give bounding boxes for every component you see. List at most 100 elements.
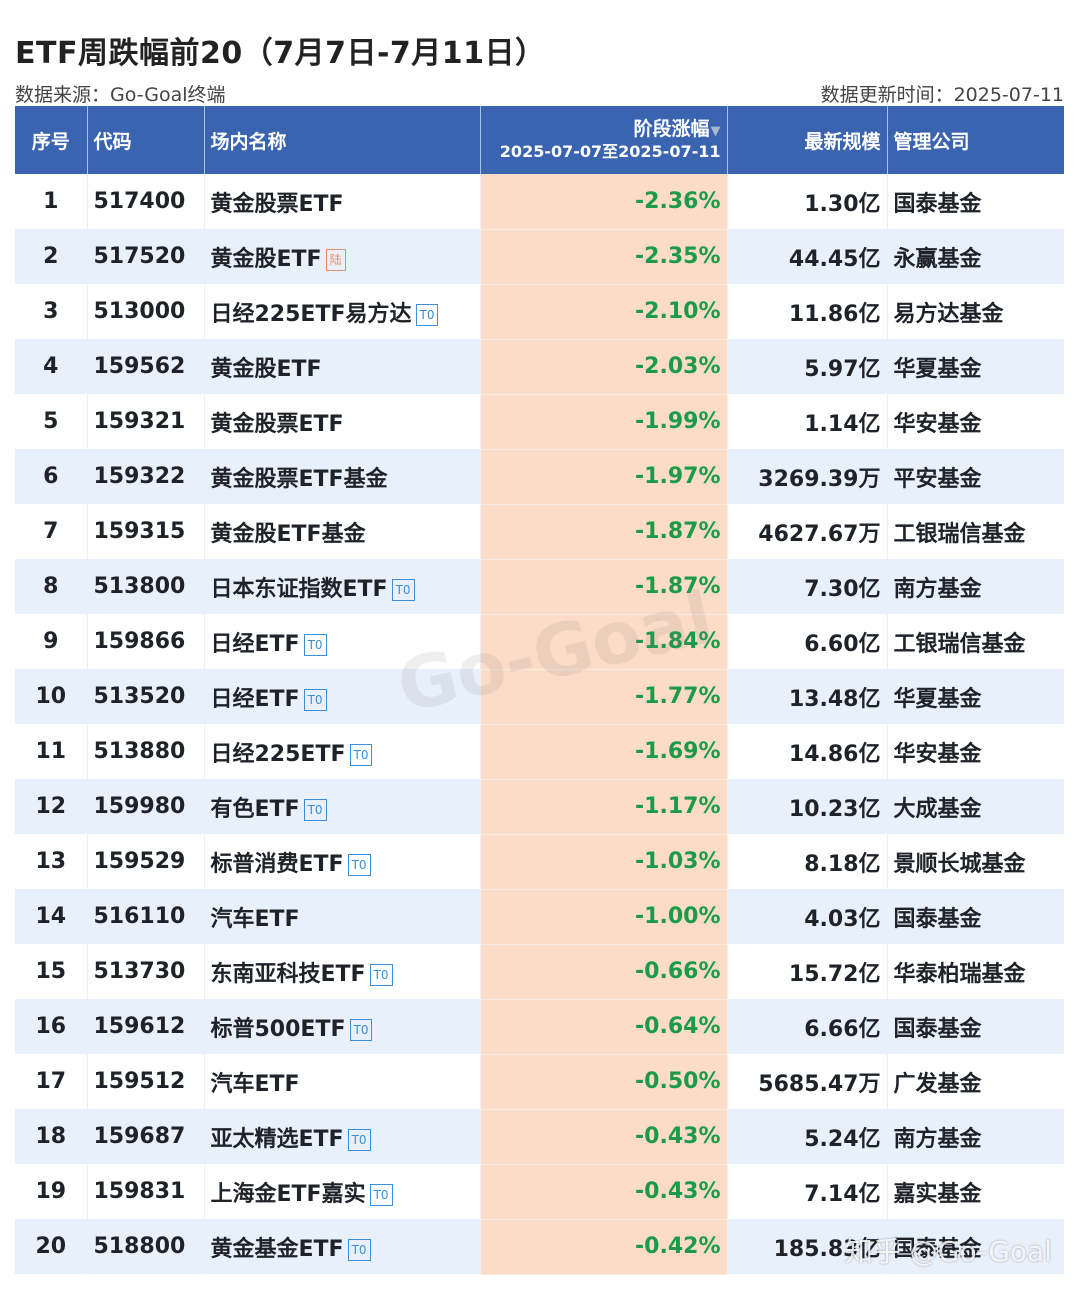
row-change: -1.87% bbox=[480, 559, 728, 615]
t0-badge: T0 bbox=[303, 633, 327, 656]
table-row[interactable]: 5 159321 黄金股票ETF -1.99% 1.14亿 华安基金 bbox=[15, 394, 1064, 450]
row-manager: 工银瑞信基金 bbox=[887, 614, 1064, 669]
table-row[interactable]: 20 518800 黄金基金ETF T0 -0.42% 185.83亿 国泰基金 bbox=[15, 1219, 1064, 1275]
row-index: 12 bbox=[15, 779, 88, 834]
row-scale: 1.14亿 bbox=[727, 394, 888, 449]
row-name-text: 日经ETF bbox=[210, 686, 300, 712]
table-row[interactable]: 16 159612 标普500ETF T0 -0.64% 6.66亿 国泰基金 bbox=[15, 999, 1064, 1055]
row-scale: 5.24亿 bbox=[727, 1109, 888, 1164]
table-row[interactable]: 2 517520 黄金股ETF 陆 -2.35% 44.45亿 永赢基金 bbox=[15, 229, 1064, 285]
t0-badge: T0 bbox=[303, 798, 327, 821]
t0-badge: T0 bbox=[349, 1018, 373, 1041]
t0-badge: T0 bbox=[369, 963, 393, 986]
col-header-change[interactable]: 阶段涨幅▼ 2025-07-07至2025-07-11 bbox=[480, 106, 728, 174]
row-name: 黄金股票ETF bbox=[204, 174, 481, 229]
table-row[interactable]: 17 159512 汽车ETF -0.50% 5685.47万 广发基金 bbox=[15, 1054, 1064, 1110]
row-name: 有色ETF T0 bbox=[204, 779, 481, 834]
row-name-text: 日经225ETF bbox=[210, 741, 346, 767]
row-code: 159831 bbox=[87, 1164, 205, 1219]
table-row[interactable]: 19 159831 上海金ETF嘉实 T0 -0.43% 7.14亿 嘉实基金 bbox=[15, 1164, 1064, 1220]
row-name-text: 黄金股票ETF bbox=[210, 191, 344, 217]
row-name: 标普消费ETF T0 bbox=[204, 834, 481, 889]
row-change: -1.03% bbox=[480, 834, 728, 890]
table-row[interactable]: 1 517400 黄金股票ETF -2.36% 1.30亿 国泰基金 bbox=[15, 174, 1064, 230]
row-name: 汽车ETF bbox=[204, 1054, 481, 1109]
sort-desc-icon[interactable]: ▼ bbox=[710, 124, 721, 140]
row-change: -0.66% bbox=[480, 944, 728, 1000]
row-name-text: 黄金基金ETF bbox=[210, 1236, 344, 1262]
row-name-text: 亚太精选ETF bbox=[210, 1126, 344, 1152]
row-code: 513800 bbox=[87, 559, 205, 614]
row-name: 黄金基金ETF T0 bbox=[204, 1219, 481, 1274]
table-row[interactable]: 11 513880 日经225ETF T0 -1.69% 14.86亿 华安基金 bbox=[15, 724, 1064, 780]
table-row[interactable]: 18 159687 亚太精选ETF T0 -0.43% 5.24亿 南方基金 bbox=[15, 1109, 1064, 1165]
col-header-scale[interactable]: 最新规模 bbox=[727, 106, 888, 174]
row-scale: 7.14亿 bbox=[727, 1164, 888, 1219]
row-change: -0.64% bbox=[480, 999, 728, 1055]
row-manager: 嘉实基金 bbox=[887, 1164, 1064, 1219]
row-manager: 景顺长城基金 bbox=[887, 834, 1064, 889]
row-index: 6 bbox=[15, 449, 88, 504]
row-code: 159529 bbox=[87, 834, 205, 889]
row-index: 11 bbox=[15, 724, 88, 779]
table-row[interactable]: 6 159322 黄金股票ETF基金 -1.97% 3269.39万 平安基金 bbox=[15, 449, 1064, 505]
col-header-idx[interactable]: 序号 bbox=[15, 106, 88, 174]
table-row[interactable]: 7 159315 黄金股ETF基金 -1.87% 4627.67万 工银瑞信基金 bbox=[15, 504, 1064, 560]
row-name: 黄金股ETF基金 bbox=[204, 504, 481, 559]
row-change: -1.77% bbox=[480, 669, 728, 725]
row-scale: 1.30亿 bbox=[727, 174, 888, 229]
table-row[interactable]: 15 513730 东南亚科技ETF T0 -0.66% 15.72亿 华泰柏瑞基金 bbox=[15, 944, 1064, 1000]
table-row[interactable]: 8 513800 日本东证指数ETF T0 -1.87% 7.30亿 南方基金 bbox=[15, 559, 1064, 615]
row-name-text: 日经225ETF易方达 bbox=[210, 301, 412, 327]
row-name-text: 汽车ETF bbox=[210, 906, 300, 932]
row-code: 159980 bbox=[87, 779, 205, 834]
row-change: -2.03% bbox=[480, 339, 728, 395]
row-change: -2.10% bbox=[480, 284, 728, 340]
row-index: 15 bbox=[15, 944, 88, 999]
row-name: 标普500ETF T0 bbox=[204, 999, 481, 1054]
row-change: -0.42% bbox=[480, 1219, 728, 1275]
row-manager: 工银瑞信基金 bbox=[887, 504, 1064, 559]
row-name: 汽车ETF bbox=[204, 889, 481, 944]
row-manager: 永赢基金 bbox=[887, 229, 1064, 284]
page-title: ETF周跌幅前20（7月7日-7月11日） bbox=[15, 36, 546, 71]
table-row[interactable]: 12 159980 有色ETF T0 -1.17% 10.23亿 大成基金 bbox=[15, 779, 1064, 835]
row-name-text: 黄金股ETF基金 bbox=[210, 521, 366, 547]
row-code: 513520 bbox=[87, 669, 205, 724]
row-name: 黄金股票ETF基金 bbox=[204, 449, 481, 504]
table-row[interactable]: 9 159866 日经ETF T0 -1.84% 6.60亿 工银瑞信基金 bbox=[15, 614, 1064, 670]
row-name: 亚太精选ETF T0 bbox=[204, 1109, 481, 1164]
row-code: 513880 bbox=[87, 724, 205, 779]
row-index: 19 bbox=[15, 1164, 88, 1219]
row-name-text: 东南亚科技ETF bbox=[210, 961, 366, 987]
table-row[interactable]: 10 513520 日经ETF T0 -1.77% 13.48亿 华夏基金 bbox=[15, 669, 1064, 725]
row-index: 13 bbox=[15, 834, 88, 889]
col-header-name[interactable]: 场内名称 bbox=[204, 106, 481, 174]
col-header-change-label: 阶段涨幅 bbox=[633, 118, 710, 141]
row-index: 17 bbox=[15, 1054, 88, 1109]
row-manager: 华安基金 bbox=[887, 724, 1064, 779]
row-code: 513730 bbox=[87, 944, 205, 999]
table-row[interactable]: 14 516110 汽车ETF -1.00% 4.03亿 国泰基金 bbox=[15, 889, 1064, 945]
lu-badge: 陆 bbox=[325, 248, 346, 271]
row-scale: 6.66亿 bbox=[727, 999, 888, 1054]
row-change: -0.50% bbox=[480, 1054, 728, 1110]
row-name-text: 黄金股ETF bbox=[210, 246, 322, 272]
row-manager: 华安基金 bbox=[887, 394, 1064, 449]
table-row[interactable]: 4 159562 黄金股ETF -2.03% 5.97亿 华夏基金 bbox=[15, 339, 1064, 395]
row-code: 516110 bbox=[87, 889, 205, 944]
col-header-code[interactable]: 代码 bbox=[87, 106, 205, 174]
row-index: 18 bbox=[15, 1109, 88, 1164]
row-index: 8 bbox=[15, 559, 88, 614]
t0-badge: T0 bbox=[347, 1128, 371, 1151]
t0-badge: T0 bbox=[303, 688, 327, 711]
row-scale: 5685.47万 bbox=[727, 1054, 888, 1109]
row-manager: 国泰基金 bbox=[887, 999, 1064, 1054]
t0-badge: T0 bbox=[347, 1238, 371, 1261]
table-row[interactable]: 3 513000 日经225ETF易方达 T0 -2.10% 11.86亿 易方达基金 bbox=[15, 284, 1064, 340]
t0-badge: T0 bbox=[347, 853, 371, 876]
table-row[interactable]: 13 159529 标普消费ETF T0 -1.03% 8.18亿 景顺长城基金 bbox=[15, 834, 1064, 890]
col-header-manager[interactable]: 管理公司 bbox=[887, 106, 1064, 174]
row-scale: 5.97亿 bbox=[727, 339, 888, 394]
row-manager: 华夏基金 bbox=[887, 339, 1064, 394]
